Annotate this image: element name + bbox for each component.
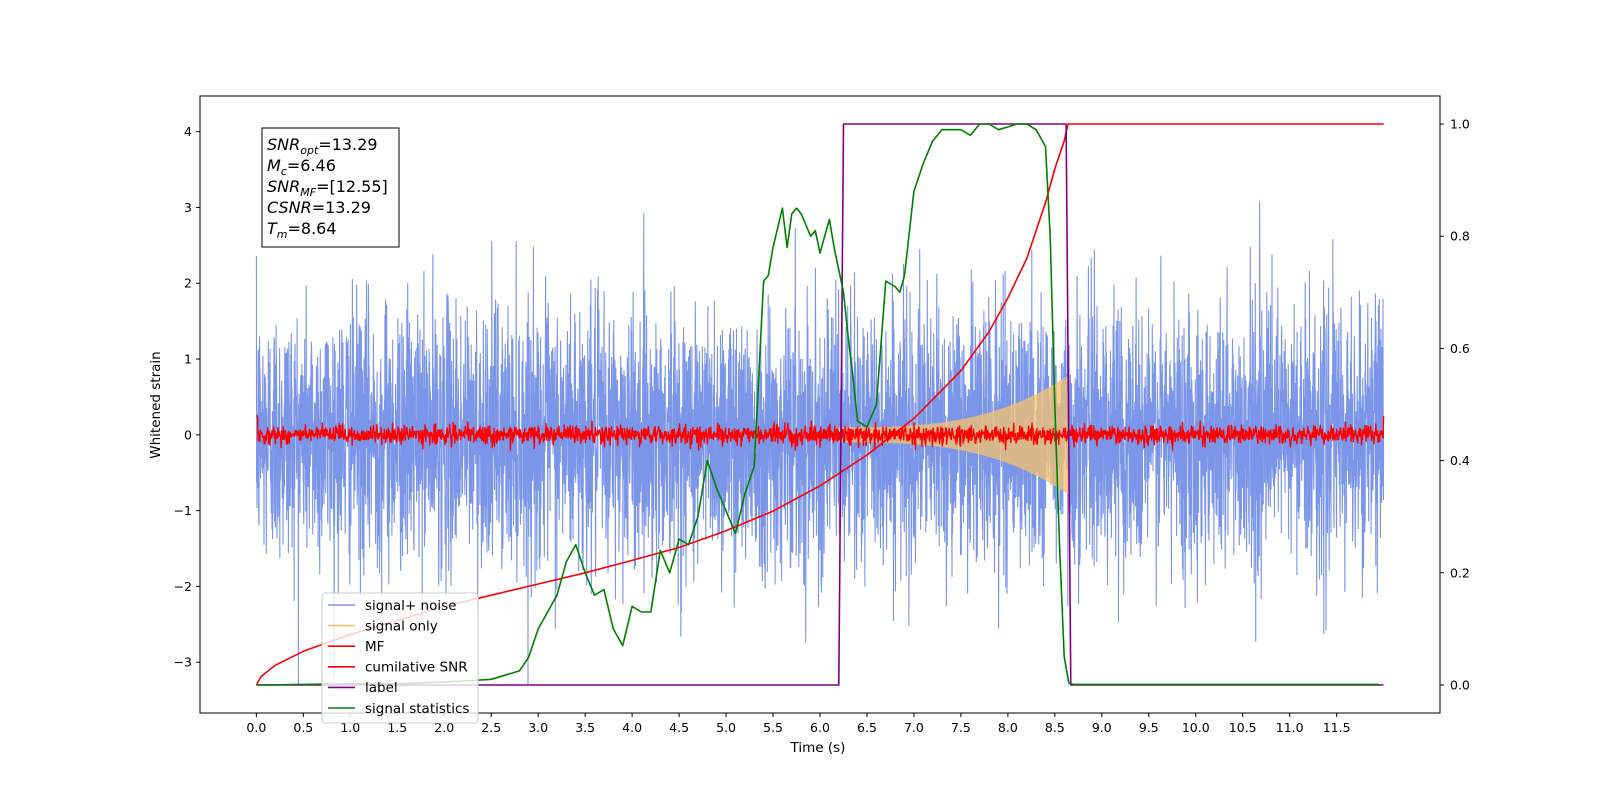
x-tick-label: 2.0 <box>434 720 454 735</box>
x-axis: 0.0 0.5 1.0 1.5 2.0 2.5 3.0 3.5 4.0 4.5 5.0 5.5 6.0 6… <box>246 713 1351 735</box>
x-tick-label: 5.0 <box>716 720 736 735</box>
x-tick-label: 7.0 <box>904 720 924 735</box>
y-axis-label: Whitened strain <box>148 351 164 458</box>
x-tick-label: 9.5 <box>1139 720 1159 735</box>
series-signal-noise <box>255 200 1385 686</box>
y-right-tick-label: 0.2 <box>1450 565 1470 580</box>
x-tick-label: 0.5 <box>293 720 313 735</box>
x-tick-label: 7.5 <box>951 720 971 735</box>
y-tick-label: −1 <box>174 503 192 518</box>
x-tick-label: 3.5 <box>575 720 595 735</box>
y-tick-label: 2 <box>184 276 192 291</box>
y-tick-label: 3 <box>184 200 192 215</box>
series-mf <box>256 415 1385 451</box>
legend-label: MF <box>365 639 384 655</box>
annotation-subscript: c <box>281 165 287 178</box>
x-tick-label: 6.0 <box>810 720 830 735</box>
x-tick-label: 3.0 <box>528 720 548 735</box>
annotation-value: =[12.55] <box>316 177 388 196</box>
annotation-symbol: SNR <box>267 135 300 154</box>
y-right-tick-label: 0.4 <box>1450 453 1470 468</box>
annotation-value: =13.29 <box>312 198 371 217</box>
x-tick-label: 9.0 <box>1092 720 1112 735</box>
y-right-tick-label: 0.0 <box>1450 677 1470 692</box>
x-tick-label: 1.5 <box>387 720 407 735</box>
y-tick-label: 0 <box>184 427 192 442</box>
annotation-symbol: M <box>267 156 281 175</box>
x-tick-label: 10.5 <box>1229 720 1257 735</box>
x-tick-label: 1.0 <box>340 720 360 735</box>
annotation-subscript: MF <box>300 186 316 199</box>
legend: signal+ noise signal only MF cumilative SNR… <box>321 592 479 724</box>
annotation-value: =13.29 <box>318 135 377 154</box>
x-tick-label: 8.5 <box>1045 720 1065 735</box>
x-axis-label: Time (s) <box>790 740 846 756</box>
x-tick-label: 11.5 <box>1323 720 1351 735</box>
annotation-frame <box>261 127 400 248</box>
x-tick-label: 0.0 <box>246 720 266 735</box>
legend-frame <box>321 592 479 724</box>
annotation-subscript: opt <box>300 144 319 157</box>
annotation-line: Tm=8.64 <box>267 219 337 241</box>
y-tick-label: 1 <box>184 352 192 367</box>
annotation-symbol: T <box>267 219 278 238</box>
stats-annotation-box: SNRopt=13.29Mc=6.46SNRMF=[12.55]CSNR=13.… <box>261 127 400 248</box>
annotation-value: =6.46 <box>287 156 336 175</box>
x-tick-label: 2.5 <box>481 720 501 735</box>
x-tick-label: 10.0 <box>1182 720 1210 735</box>
y-right-tick-label: 0.8 <box>1450 229 1470 244</box>
annotation-value: =8.64 <box>288 219 337 238</box>
annotation-subscript: m <box>277 228 288 241</box>
annotation-line: SNRMF=[12.55] <box>267 177 388 199</box>
annotation-symbol: CSNR <box>267 198 312 217</box>
x-tick-label: 6.5 <box>857 720 877 735</box>
y-tick-label: −2 <box>174 579 192 594</box>
x-tick-label: 4.0 <box>622 720 642 735</box>
legend-label: signal statistics <box>365 701 469 717</box>
series-signal-only <box>838 375 1069 494</box>
x-tick-label: 4.5 <box>669 720 689 735</box>
annotation-line: Mc=6.46 <box>267 156 336 178</box>
legend-label: cumilative SNR <box>365 660 468 676</box>
y-tick-label: −3 <box>174 655 192 670</box>
legend-label: signal only <box>365 618 438 634</box>
annotation-symbol: SNR <box>267 177 300 196</box>
y-axis-right: 1.0 0.8 0.6 0.4 0.2 0.0 <box>1440 117 1470 692</box>
legend-label: signal+ noise <box>365 598 456 614</box>
annotation-line: CSNR=13.29 <box>267 198 371 217</box>
legend-label: label <box>365 680 398 696</box>
x-tick-label: 5.5 <box>763 720 783 735</box>
annotation-line: SNRopt=13.29 <box>267 135 378 157</box>
y-tick-label: 4 <box>184 124 192 139</box>
series-signal-statistics <box>256 123 1379 686</box>
y-right-tick-label: 0.6 <box>1450 341 1470 356</box>
x-tick-label: 8.0 <box>998 720 1018 735</box>
y-axis-left: 4 3 2 1 0 −1 −2 −3 <box>174 124 200 670</box>
x-tick-label: 11.0 <box>1276 720 1304 735</box>
y-right-tick-label: 1.0 <box>1450 117 1470 132</box>
